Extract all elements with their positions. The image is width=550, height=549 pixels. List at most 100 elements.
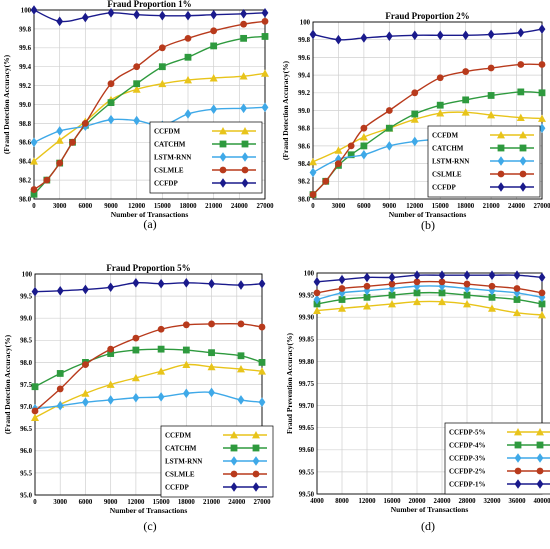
legend-label: CSLMLE	[165, 471, 195, 479]
data-point-4	[360, 33, 367, 43]
data-point-1	[262, 33, 269, 40]
y-tick-label: 99.8	[19, 26, 31, 33]
legend-marker	[520, 171, 527, 178]
data-point-2	[107, 395, 114, 405]
x-axis-label: Number of Transactions	[391, 505, 469, 514]
legend-label: CCFDP	[154, 180, 178, 188]
data-point-3	[108, 80, 115, 87]
data-point-3	[82, 361, 89, 368]
data-point-4	[183, 278, 190, 288]
x-tick-label: 21000	[203, 499, 221, 506]
data-point-2	[31, 138, 38, 148]
data-point-3	[185, 35, 192, 42]
data-point-2	[56, 126, 63, 136]
series-line-0	[35, 364, 262, 417]
data-point-2	[108, 115, 115, 125]
x-tick-label: 8000	[335, 498, 349, 505]
data-point-4	[82, 285, 89, 295]
legend-label: CSLMLE	[432, 171, 462, 179]
legend-marker	[515, 468, 522, 475]
y-tick-label: 96.0	[20, 448, 32, 455]
y-tick-label: 99.8	[298, 37, 310, 44]
x-tick-label: 3000	[53, 499, 67, 506]
legend-marker	[242, 141, 249, 148]
data-point-3	[386, 107, 393, 114]
data-point-2	[238, 395, 245, 405]
legend-marker	[537, 442, 544, 449]
series-line-1	[317, 293, 542, 304]
y-tick-label: 98.6	[19, 140, 31, 147]
y-tick-label: 99.65	[299, 425, 315, 432]
legend-marker	[220, 141, 227, 148]
data-point-4	[335, 35, 342, 45]
data-point-3	[348, 143, 355, 150]
data-point-3	[488, 65, 495, 72]
y-tick-label: 95.0	[20, 492, 32, 499]
legend-label: CCFDP-3%	[449, 455, 486, 463]
y-tick-label: 99.6	[298, 55, 310, 62]
x-tick-label: 0	[32, 203, 36, 210]
data-point-2	[57, 401, 64, 411]
y-tick-label: 98.0	[19, 196, 31, 203]
data-point-4	[539, 273, 546, 283]
data-point-0	[81, 389, 89, 396]
data-point-1	[32, 383, 39, 390]
x-tick-label: 18000	[457, 203, 475, 210]
legend-marker	[231, 445, 238, 452]
series-line-4	[34, 10, 265, 22]
data-point-4	[462, 30, 469, 40]
y-axis-label: (Fraud Detection Accuracy(%)	[281, 60, 290, 160]
data-point-4	[133, 10, 140, 20]
data-point-4	[339, 275, 346, 285]
y-tick-label: 99.2	[19, 83, 31, 90]
data-point-3	[335, 160, 342, 167]
data-point-1	[132, 347, 139, 354]
x-tick-label: 0	[33, 499, 37, 506]
data-point-4	[314, 277, 321, 287]
y-axis-label: (Fraud Detection Accuracy(%)	[3, 334, 12, 434]
data-point-3	[57, 386, 64, 393]
x-tick-label: 40000	[534, 498, 550, 505]
x-tick-label: 27000	[534, 203, 550, 210]
data-point-3	[489, 283, 496, 290]
data-point-3	[43, 177, 50, 184]
data-point-3	[107, 346, 114, 353]
y-tick-label: 98.0	[20, 360, 32, 367]
data-point-4	[238, 280, 245, 290]
data-point-4	[158, 279, 165, 289]
data-point-2	[411, 137, 418, 147]
x-tick-label: 20000	[409, 498, 427, 505]
data-point-4	[132, 278, 139, 288]
data-point-4	[107, 282, 114, 292]
data-point-0	[360, 133, 368, 140]
legend-label: CCFDP-4%	[449, 442, 486, 450]
x-tick-label: 24000	[508, 203, 526, 210]
y-tick-label: 99.75	[299, 381, 315, 388]
data-point-3	[210, 27, 217, 34]
data-point-3	[360, 125, 367, 132]
panel-caption: (b)	[421, 218, 435, 232]
data-point-1	[133, 80, 140, 87]
x-tick-label: 24000	[231, 203, 249, 210]
data-point-3	[82, 120, 89, 127]
x-tick-label: 12000	[127, 499, 145, 506]
x-tick-label: 12000	[359, 498, 377, 505]
data-point-4	[389, 273, 396, 283]
data-point-1	[238, 352, 245, 359]
x-tick-label: 18000	[178, 499, 196, 506]
x-tick-label: 16000	[384, 498, 402, 505]
legend-label: CATCHM	[432, 145, 464, 153]
legend-label: CSLMLE	[154, 167, 184, 175]
data-point-4	[517, 28, 524, 38]
x-axis-label: Number of Transactions	[110, 506, 188, 515]
data-point-3	[411, 89, 418, 96]
data-point-3	[56, 160, 63, 167]
y-axis-label: (Fraud Detection Accuracy(%)	[2, 54, 11, 154]
data-point-3	[364, 283, 371, 290]
data-point-4	[210, 10, 217, 20]
data-point-1	[360, 143, 367, 150]
